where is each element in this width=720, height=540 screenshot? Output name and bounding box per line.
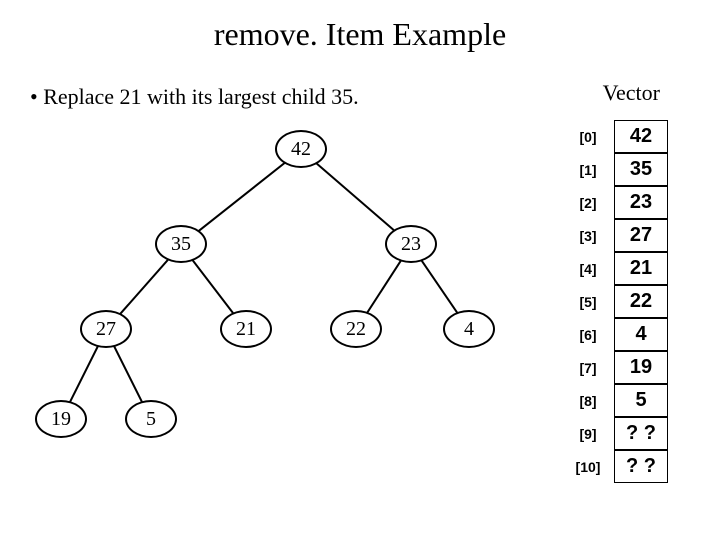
tree-node: 35 <box>155 225 207 263</box>
vector-value: 22 <box>614 285 668 318</box>
vector-value: 42 <box>614 120 668 153</box>
vector-value: 5 <box>614 384 668 417</box>
vector-value: 27 <box>614 219 668 252</box>
vector-value: ? ? <box>614 417 668 450</box>
vector-index: [9] <box>568 417 608 450</box>
tree-node: 27 <box>80 310 132 348</box>
tree-node: 4 <box>443 310 495 348</box>
vector-heading: Vector <box>603 80 660 106</box>
vector-value: 4 <box>614 318 668 351</box>
vector-index: [2] <box>568 186 608 219</box>
vector-value: 21 <box>614 252 668 285</box>
vector-value: ? ? <box>614 450 668 483</box>
tree-node: 23 <box>385 225 437 263</box>
bullet-text: • Replace 21 with its largest child 35. <box>30 84 359 110</box>
vector-index: [1] <box>568 153 608 186</box>
vector-value: 19 <box>614 351 668 384</box>
vector-index: [5] <box>568 285 608 318</box>
tree-node: 19 <box>35 400 87 438</box>
tree-node: 5 <box>125 400 177 438</box>
vector-value: 35 <box>614 153 668 186</box>
vector-index: [3] <box>568 219 608 252</box>
vector-index: [10] <box>568 450 608 483</box>
vector-index: [4] <box>568 252 608 285</box>
tree-node: 22 <box>330 310 382 348</box>
tree-node: 21 <box>220 310 272 348</box>
vector-index: [0] <box>568 120 608 153</box>
tree-node: 42 <box>275 130 327 168</box>
vector-index: [7] <box>568 351 608 384</box>
vector-index: [8] <box>568 384 608 417</box>
vector-index: [6] <box>568 318 608 351</box>
page-title: remove. Item Example <box>0 16 720 53</box>
vector-value: 23 <box>614 186 668 219</box>
